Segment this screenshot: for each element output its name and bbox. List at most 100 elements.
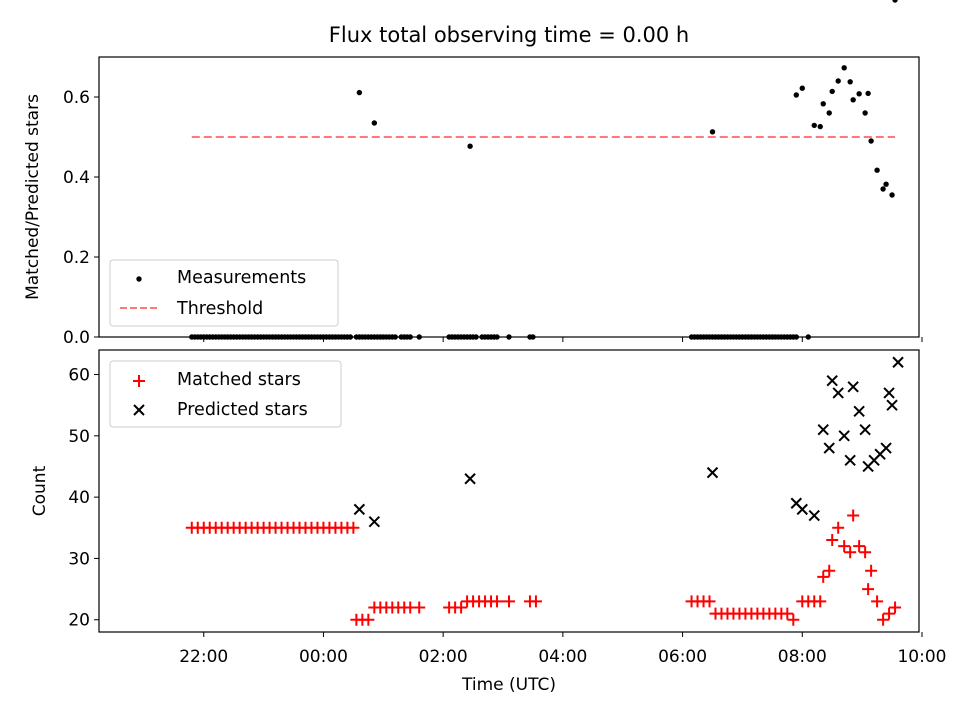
- matched-star-point: [859, 546, 872, 559]
- ratio-panel: 0.0 0.2 0.4 0.6 Matched/Predicted stars Mea…: [23, 0, 923, 348]
- matched-star-point: [503, 595, 515, 608]
- matched-star-point: [781, 607, 794, 620]
- predicted-star-point: [823, 442, 835, 454]
- measurement-point: [856, 91, 862, 97]
- matched-star-point: [455, 601, 468, 614]
- chart-title: Flux total observing time = 0.00 h: [329, 23, 689, 47]
- x-axis-title: Time (UTC): [461, 675, 556, 695]
- legend-predicted-label: Predicted stars: [177, 400, 308, 420]
- measurement-point: [467, 143, 473, 149]
- legend-threshold-label: Threshold: [176, 299, 263, 319]
- matched-star-point: [871, 595, 884, 608]
- matched-star-point: [703, 595, 716, 608]
- y-tick-label: 60: [68, 366, 90, 386]
- y-tick-label: 40: [68, 488, 90, 508]
- matched-star-point: [362, 613, 375, 626]
- measurement-point: [829, 88, 835, 95]
- matched-star-point: [844, 546, 857, 559]
- count-x-axis: 22:00 00:00 02:00 04:00 06:00 08:00 10:00: [179, 632, 946, 667]
- count-panel-frame: [98, 349, 920, 633]
- y-tick-label: 0.2: [63, 248, 90, 268]
- measurement-point: [883, 181, 889, 187]
- predicted-star-point: [353, 503, 366, 516]
- x-tick-label: 22:00: [179, 647, 228, 667]
- count-panel: 20 30 40 50 60 22:00 00:00 02:00 04:00 06:00 08:0…: [30, 349, 946, 695]
- predicted-star-point: [892, 356, 904, 368]
- matched-star-point: [853, 540, 866, 553]
- matched-star-point: [877, 613, 890, 626]
- matched-star-point: [787, 613, 800, 626]
- measurement-point: [820, 101, 826, 107]
- matched-star-point: [865, 564, 878, 577]
- measurement-point: [709, 129, 716, 135]
- legend-measurements-label: Measurements: [177, 268, 306, 288]
- matched-star-point: [413, 601, 426, 614]
- ratio-y-axis-title: Matched/Predicted stars: [23, 94, 43, 300]
- matched-star-point: [491, 595, 504, 608]
- y-tick-label: 0.0: [63, 328, 90, 348]
- count-y-axis-title: Count: [30, 465, 50, 516]
- ratio-panel-frame: [98, 56, 920, 338]
- measurement-point: [793, 92, 799, 98]
- predicted-star-point: [808, 509, 820, 522]
- y-tick-label: 50: [68, 427, 90, 447]
- measurement-point: [817, 123, 823, 130]
- matched-star-point: [883, 607, 896, 620]
- predicted-star-point: [853, 405, 865, 418]
- measurement-point: [356, 89, 363, 96]
- measurement-point: [892, 0, 898, 3]
- measurement-point: [874, 167, 880, 173]
- y-tick-label: 0.4: [63, 168, 90, 188]
- predicted-star-point: [883, 387, 895, 399]
- measurement-point: [850, 97, 856, 103]
- measurement-point: [862, 110, 868, 116]
- predicted-star-point: [826, 374, 838, 387]
- matched-star-point: [529, 595, 542, 608]
- matched-star-point: [814, 595, 827, 608]
- measurement-point: [868, 138, 874, 144]
- x-tick-label: 02:00: [419, 647, 468, 667]
- legend-matched-marker: [133, 375, 145, 387]
- measurement-point: [835, 78, 841, 84]
- matched-star-point: [826, 534, 839, 547]
- matched-star-point: [862, 583, 875, 596]
- y-tick-label: 0.6: [63, 88, 90, 108]
- x-tick-label: 08:00: [778, 647, 827, 667]
- measurement-point: [371, 120, 378, 126]
- count-marks: [185, 356, 904, 626]
- x-tick-label: 06:00: [658, 647, 707, 667]
- predicted-star-point: [844, 454, 856, 467]
- predicted-star-point: [368, 515, 381, 528]
- y-tick-label: 30: [68, 549, 90, 569]
- measurement-point: [889, 192, 895, 198]
- count-legend: Matched stars Predicted stars: [109, 360, 342, 428]
- measurement-point: [847, 79, 853, 85]
- measurement-point: [841, 65, 847, 71]
- legend-measurements-marker: [136, 276, 142, 282]
- x-tick-label: 04:00: [538, 647, 587, 667]
- predicted-star-point: [838, 430, 850, 442]
- matched-star-point: [847, 509, 860, 522]
- ratio-marks: [189, 0, 898, 340]
- legend-matched-label: Matched stars: [177, 370, 301, 390]
- matched-star-point: [832, 521, 845, 534]
- predicted-star-point: [832, 387, 844, 399]
- measurement-point: [880, 186, 886, 192]
- matched-star-point: [889, 601, 902, 614]
- predicted-star-point: [817, 423, 829, 436]
- matched-star-point: [823, 564, 836, 577]
- x-tick-label: 00:00: [299, 647, 348, 667]
- ratio-y-axis: 0.0 0.2 0.4 0.6: [63, 88, 99, 348]
- predicted-star-point: [847, 381, 859, 393]
- x-tick-label: 10:00: [897, 647, 946, 667]
- predicted-star-point: [886, 399, 898, 411]
- y-tick-label: 20: [68, 611, 90, 631]
- ratio-legend-box: [109, 259, 339, 327]
- ratio-legend: Measurements Threshold: [109, 259, 339, 327]
- predicted-star-point: [796, 503, 808, 516]
- legend-predicted-marker: [133, 404, 145, 416]
- count-legend-box: [109, 360, 342, 428]
- measurement-point: [799, 85, 805, 91]
- measurement-point: [865, 90, 871, 97]
- matched-star-point: [347, 521, 360, 534]
